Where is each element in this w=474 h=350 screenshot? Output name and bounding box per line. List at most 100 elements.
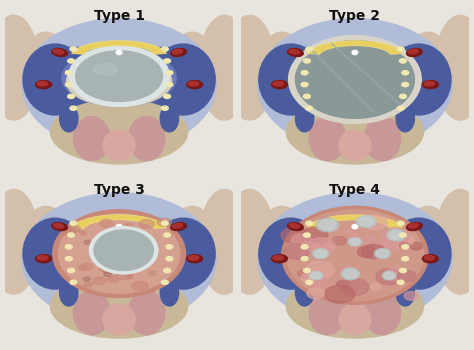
Text: Type 2: Type 2 [329,8,381,22]
Ellipse shape [106,264,118,271]
Ellipse shape [83,277,90,281]
Ellipse shape [362,244,385,259]
Ellipse shape [162,47,168,51]
Ellipse shape [316,218,339,232]
Ellipse shape [73,117,110,161]
Ellipse shape [404,292,419,300]
Ellipse shape [62,223,176,281]
Ellipse shape [62,49,176,106]
Ellipse shape [377,237,401,251]
Ellipse shape [132,281,148,290]
Ellipse shape [383,271,396,280]
Ellipse shape [128,262,131,264]
Ellipse shape [376,268,402,285]
Ellipse shape [151,44,215,115]
Bar [46,222,192,286]
Ellipse shape [295,105,314,132]
Bar [282,222,428,286]
Ellipse shape [306,47,312,51]
Ellipse shape [127,274,133,278]
Ellipse shape [289,224,300,228]
Ellipse shape [258,19,452,150]
Ellipse shape [402,71,409,75]
Ellipse shape [78,265,88,271]
Ellipse shape [302,230,408,281]
Ellipse shape [0,189,39,294]
Ellipse shape [289,36,421,124]
Ellipse shape [162,280,168,285]
Ellipse shape [397,106,404,110]
Ellipse shape [166,245,173,249]
Ellipse shape [289,49,300,54]
Ellipse shape [128,291,165,335]
Ellipse shape [187,80,202,89]
Ellipse shape [307,238,335,255]
Ellipse shape [188,256,199,260]
Ellipse shape [273,82,283,86]
Ellipse shape [319,218,332,226]
Ellipse shape [70,280,77,285]
Ellipse shape [116,50,122,55]
Ellipse shape [23,218,87,289]
Ellipse shape [66,230,172,281]
Ellipse shape [259,44,323,115]
Ellipse shape [111,232,118,237]
Ellipse shape [309,117,346,161]
Ellipse shape [291,234,312,246]
Ellipse shape [171,223,186,231]
Ellipse shape [341,268,359,280]
Ellipse shape [22,19,216,150]
Ellipse shape [315,236,327,244]
Ellipse shape [295,41,414,118]
Ellipse shape [303,227,328,242]
Ellipse shape [298,49,412,106]
Ellipse shape [60,105,78,132]
Ellipse shape [344,270,357,278]
Ellipse shape [225,189,275,294]
Ellipse shape [402,257,409,261]
Ellipse shape [70,106,77,110]
Ellipse shape [306,261,334,279]
Ellipse shape [309,271,323,280]
Ellipse shape [309,291,346,335]
Ellipse shape [281,228,307,243]
Ellipse shape [126,275,133,279]
Ellipse shape [54,224,64,228]
Ellipse shape [157,218,171,226]
Ellipse shape [301,71,308,75]
Ellipse shape [295,279,314,306]
Polygon shape [308,41,402,54]
Ellipse shape [22,193,216,324]
Ellipse shape [256,206,307,291]
Ellipse shape [364,117,401,161]
Ellipse shape [149,271,156,275]
Ellipse shape [337,280,350,288]
Ellipse shape [162,106,168,110]
Ellipse shape [93,277,106,285]
Ellipse shape [60,279,78,306]
Ellipse shape [101,265,115,273]
Ellipse shape [50,274,188,338]
Ellipse shape [346,229,355,234]
Ellipse shape [397,47,404,51]
Ellipse shape [121,237,127,240]
Ellipse shape [65,257,72,261]
Ellipse shape [435,189,474,294]
Ellipse shape [286,274,424,338]
Ellipse shape [332,236,346,245]
Ellipse shape [301,83,308,87]
Ellipse shape [58,214,180,293]
Ellipse shape [350,239,360,245]
Ellipse shape [100,261,107,265]
Ellipse shape [272,80,287,89]
Ellipse shape [312,241,333,254]
Ellipse shape [384,272,394,279]
Ellipse shape [187,255,202,263]
Ellipse shape [387,229,405,241]
Ellipse shape [396,105,414,132]
Ellipse shape [348,238,362,246]
Ellipse shape [357,246,376,258]
Ellipse shape [403,206,453,291]
Ellipse shape [108,276,118,282]
Ellipse shape [364,291,401,335]
